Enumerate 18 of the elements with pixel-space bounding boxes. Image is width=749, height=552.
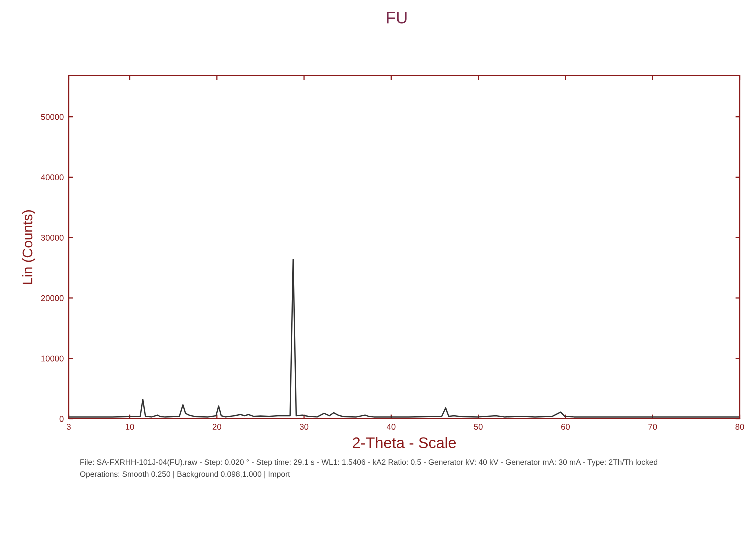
y-tick-label: 40000 bbox=[41, 174, 64, 181]
x-tick-label: 3 bbox=[67, 424, 71, 430]
y-tick-label: 10000 bbox=[42, 356, 64, 362]
x-tick-label: 70 bbox=[648, 424, 658, 430]
x-tick-label: 80 bbox=[736, 424, 744, 430]
x-tick-label: 40 bbox=[386, 424, 396, 430]
x-tick-label: 10 bbox=[126, 424, 134, 430]
x-tick-label: 30 bbox=[300, 424, 309, 430]
y-tick-label: 0 bbox=[60, 416, 64, 422]
y-tick-label: 20000 bbox=[41, 295, 64, 302]
y-tick-label: 50000 bbox=[41, 114, 64, 120]
y-tick-label: 30000 bbox=[41, 235, 64, 241]
chart-title: FU bbox=[387, 12, 407, 24]
x-axis-title: 2-Theta - Scale bbox=[353, 437, 456, 448]
x-tick-label: 50 bbox=[474, 424, 483, 430]
x-tick-label: 20 bbox=[212, 424, 222, 430]
y-axis-title: Lin (Counts) bbox=[22, 210, 36, 284]
x-tick-label: 60 bbox=[562, 424, 570, 430]
